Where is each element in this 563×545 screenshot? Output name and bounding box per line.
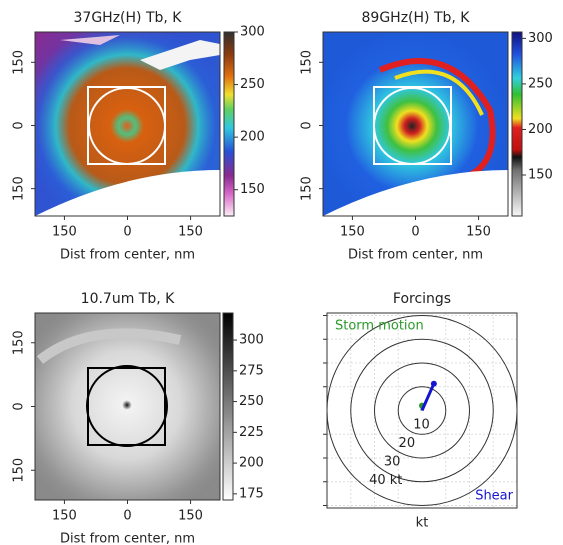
x-tick-label: 150 — [178, 509, 203, 524]
colorbar-tick-label: 250 — [240, 77, 265, 92]
plot-frame — [322, 31, 509, 217]
ring-label: 20 — [399, 436, 416, 451]
panel-title: 89GHz(H) Tb, K — [362, 10, 471, 26]
colorbar-tick-label: 175 — [239, 486, 264, 501]
x-axis-label: Dist from center, nm — [348, 248, 483, 263]
colorbar-tick-label: 150 — [528, 168, 553, 183]
x-axis-label: Dist from center, nm — [60, 248, 195, 263]
legend-label: Shear — [475, 489, 513, 504]
x-tick-label: 150 — [52, 509, 77, 524]
colorbar-tick-label: 150 — [240, 182, 265, 197]
vector-tip — [430, 380, 437, 387]
y-tick-label: 150 — [300, 176, 315, 201]
x-axis-label: kt — [416, 516, 429, 531]
y-tick-label: 0 — [12, 121, 27, 129]
speed-ring — [374, 362, 470, 459]
colorbar-tick-label: 200 — [528, 122, 553, 137]
x-tick-label: 150 — [340, 225, 365, 240]
plot-frame — [34, 31, 221, 217]
panel-title: 10.7um Tb, K — [81, 291, 175, 307]
y-tick-label: 150 — [12, 176, 27, 201]
colorbar-tick-label: 300 — [240, 25, 265, 40]
y-tick-label: 150 — [12, 50, 27, 75]
colorbar-tick-label: 250 — [239, 394, 264, 409]
ring-label: 10 — [413, 418, 430, 433]
colorbar — [511, 31, 523, 217]
colorbar-tick-label: 225 — [239, 425, 264, 440]
speed-ring — [326, 315, 518, 506]
y-tick-label: 150 — [12, 458, 27, 483]
x-tick-label: 150 — [52, 225, 77, 240]
colorbar-tick-label: 200 — [240, 130, 265, 145]
analysis-boxes — [86, 86, 452, 447]
colorbar — [223, 31, 235, 217]
x-tick-label: 0 — [123, 509, 131, 524]
x-tick-label: 0 — [123, 225, 131, 240]
x-axis-label: Dist from center, nm — [60, 532, 195, 545]
y-tick-label: 0 — [12, 402, 27, 410]
y-tick-label: 150 — [300, 50, 315, 75]
imagery-ir — [35, 313, 220, 500]
ring-label: 30 — [384, 455, 401, 470]
colorbar-tick-label: 300 — [239, 333, 264, 348]
ring-label: 40 kt — [369, 473, 402, 488]
y-tick-label: 150 — [12, 330, 27, 355]
colorbar-tick-label: 300 — [528, 31, 553, 46]
x-tick-label: 150 — [178, 225, 203, 240]
panel-title: Forcings — [393, 291, 451, 307]
x-tick-label: 150 — [466, 225, 491, 240]
colorbar-tick-label: 250 — [528, 76, 553, 91]
imagery-89ghz — [323, 32, 508, 216]
colorbar-tick-label: 275 — [239, 363, 264, 378]
panel-title: 37GHz(H) Tb, K — [74, 10, 183, 26]
colorbar — [222, 312, 234, 501]
speed-ring — [397, 386, 447, 435]
plot-frame — [34, 312, 221, 501]
colorbar-tick-label: 200 — [239, 456, 264, 471]
y-tick-label: 0 — [300, 121, 315, 129]
x-tick-label: 0 — [411, 225, 419, 240]
speed-ring — [350, 338, 494, 483]
imagery-37ghz — [35, 32, 220, 216]
legend-label: Storm motion — [335, 319, 424, 334]
forcing-vector — [420, 383, 436, 412]
